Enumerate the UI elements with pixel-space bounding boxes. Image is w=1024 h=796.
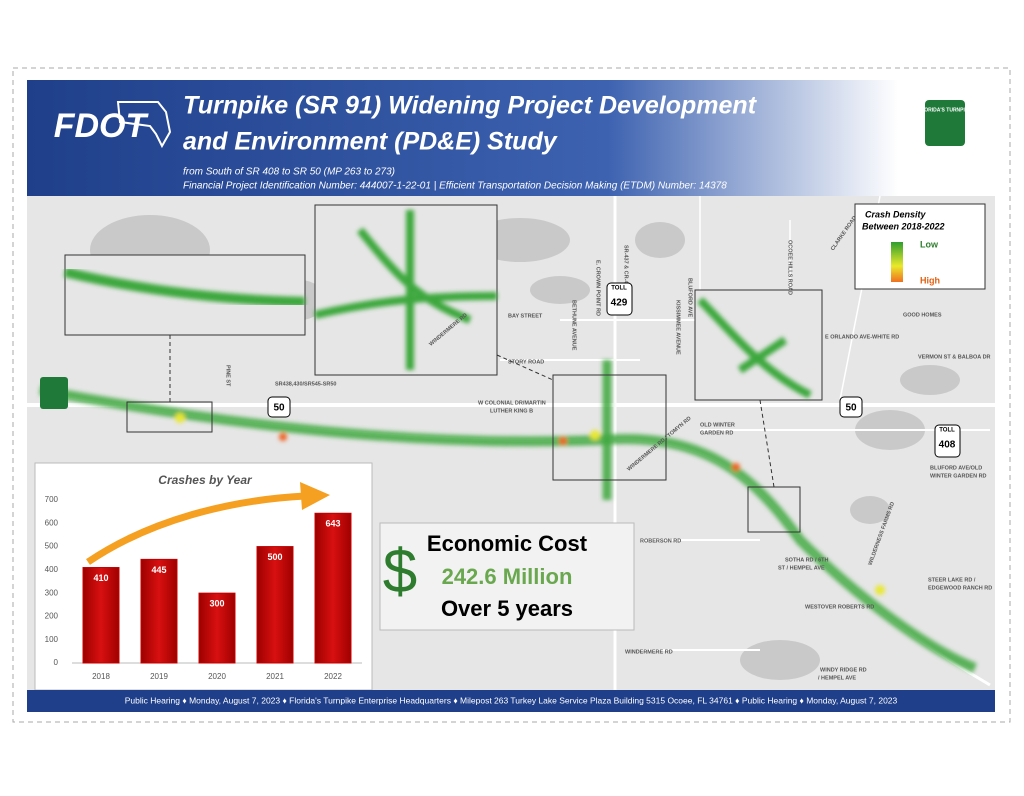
map-label: ROBERSON RD: [640, 538, 681, 544]
header-band: [27, 80, 995, 196]
turnpike-logo-text: FLORIDA'S TURNPIKE: [918, 107, 972, 113]
turnpike-logo: [925, 100, 965, 146]
x-tick-label: 2021: [266, 672, 284, 681]
turnpike-shield: [40, 377, 68, 409]
subtitle-line1: from South of SR 408 to SR 50 (MP 263 to…: [183, 167, 395, 178]
shield-number: 50: [273, 403, 285, 414]
value-label: 300: [209, 599, 224, 609]
callout-amount: 242.6 Million: [442, 564, 573, 589]
bar: [140, 558, 178, 664]
map-label: STORY ROAD: [508, 359, 544, 365]
y-tick-label: 700: [45, 495, 59, 504]
x-tick-label: 2020: [208, 672, 226, 681]
map-label: GARDEN RD: [700, 430, 733, 436]
legend: Crash Density Between 2018-2022 Low High: [854, 203, 986, 290]
map-label: BLUFORD AVE: [687, 278, 693, 317]
y-tick-label: 400: [45, 565, 59, 574]
footer-text: Public Hearing ♦ Monday, August 7, 2023 …: [125, 695, 898, 705]
map-label: SR438,430/SR545-SR50: [275, 381, 336, 387]
shield-number: 408: [939, 440, 956, 451]
legend-low: Low: [920, 239, 939, 249]
shield-429: [606, 282, 633, 316]
y-tick-label: 300: [45, 588, 59, 597]
dollar-sign: $: [383, 537, 417, 606]
callout: $ Economic Cost 242.6 Million Over 5 yea…: [379, 522, 635, 631]
map-label: WINDY RIDGE RD: [820, 667, 867, 673]
x-tick-label: 2018: [92, 672, 110, 681]
bar: [82, 567, 120, 664]
map-label: W COLONIAL DR/MARTIN: [478, 400, 546, 406]
bar-chart: Crashes by Year 0 100 200 300 400 500 600 700 20…: [34, 462, 373, 691]
map-label: E ORLANDO AVE-WHITE RD: [825, 334, 899, 340]
inset-3: [694, 289, 823, 401]
bar: [314, 512, 352, 664]
florida-outline: [116, 101, 172, 149]
shields: TOLL 429 50 50 TOLL 408: [40, 282, 961, 458]
map-label: BLUFORD AVE/OLD: [930, 465, 982, 471]
inset-2: [314, 204, 498, 376]
map-label: SR-437 & CR-437: [623, 245, 629, 290]
map-label: WINDERMERE RD: [625, 649, 673, 655]
value-label: 445: [151, 565, 166, 575]
map-label: BETHUNE AVENUE: [571, 300, 577, 351]
chart-title: Crashes by Year: [158, 473, 253, 487]
map-label: GOOD HOMES: [903, 312, 942, 318]
title-line1: Turnpike (SR 91) Widening Project Develo…: [183, 92, 758, 120]
y-tick-label: 0: [54, 658, 59, 667]
title-line2: and Environment (PD&E) Study: [183, 128, 558, 156]
y-tick-label: 500: [45, 542, 59, 551]
callout-title: Economic Cost: [427, 531, 588, 556]
page-border: [12, 67, 1011, 723]
shield-number: 429: [611, 298, 628, 309]
y-tick-label: 600: [45, 518, 59, 527]
map-label: PINE ST: [225, 365, 231, 387]
map-label: STEER LAKE RD /: [928, 577, 976, 583]
legend-high: High: [920, 275, 940, 285]
inset-locators: [126, 335, 801, 533]
y-tick-label: 200: [45, 612, 59, 621]
map-label: SOTHA RD / 6TH: [785, 557, 829, 563]
value-label: 500: [267, 552, 282, 562]
bar: [256, 546, 294, 664]
inset-1: [63, 254, 306, 336]
map-label: E. CROWN POINT RD: [595, 260, 601, 316]
map-label: LUTHER KING B: [490, 408, 533, 414]
map-label: VERMON ST & BALBOA DR: [918, 354, 991, 360]
value-label: 410: [93, 573, 108, 583]
footer-band: [27, 690, 995, 712]
legend-title: Between 2018-2022: [862, 221, 945, 231]
map-label: / HEMPEL AVE: [818, 675, 856, 681]
x-tick-label: 2019: [150, 672, 168, 681]
map-label: OLD WINTER: [700, 422, 735, 428]
map-label: ST / HEMPEL AVE: [778, 565, 825, 571]
map-label: WINTER GARDEN RD: [930, 473, 987, 479]
bar: [198, 592, 236, 664]
legend-title: Crash Density: [865, 209, 927, 219]
value-label: 643: [325, 519, 340, 529]
map-label: OCOEE HILLS ROAD: [787, 240, 793, 295]
y-tick-label: 100: [45, 635, 59, 644]
callout-period: Over 5 years: [441, 596, 573, 621]
shield-number: 50: [845, 403, 857, 414]
map-label: KISSIMMEE AVENUE: [675, 300, 681, 355]
crash-heat: [39, 360, 977, 673]
map-label: WESTOVER ROBERTS RD: [805, 604, 874, 610]
logo: FDOT: [54, 107, 150, 145]
map-label: EDGEWOOD RANCH RD: [928, 585, 992, 591]
toll-label: TOLL: [611, 286, 627, 292]
subtitle-line2: Financial Project Identification Number:…: [183, 181, 727, 192]
x-tick-label: 2022: [324, 672, 342, 681]
map-label: BAY STREET: [508, 313, 543, 319]
toll-label: TOLL: [939, 428, 955, 434]
